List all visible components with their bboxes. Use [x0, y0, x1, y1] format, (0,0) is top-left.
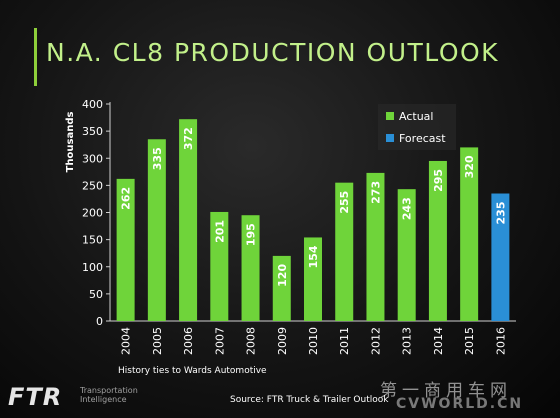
bar-2016 — [491, 193, 510, 321]
bar-2015 — [460, 147, 479, 321]
bar-value-label: 243 — [401, 197, 414, 220]
bar-2013 — [397, 189, 416, 321]
y-tick-label: 350 — [82, 125, 103, 138]
bar-2012 — [366, 172, 385, 321]
watermark-sub: CVWORLD.CN — [396, 396, 524, 412]
x-tick-label: 2004 — [120, 327, 133, 355]
bar-value-label: 201 — [213, 220, 226, 243]
bar-2006 — [179, 119, 198, 321]
x-tick-label: 2008 — [245, 327, 258, 355]
x-tick-label: 2014 — [432, 327, 445, 355]
bar-value-label: 154 — [307, 245, 320, 268]
bar-value-label: 372 — [182, 127, 195, 150]
watermark: 第一商用车网 — [380, 381, 512, 401]
bar-2014 — [428, 160, 447, 321]
bar-2011 — [335, 182, 354, 321]
x-tick-label: 2011 — [338, 327, 351, 355]
bar-value-label: 273 — [369, 181, 382, 204]
x-tick-label: 2012 — [369, 327, 382, 355]
bar-value-label: 295 — [432, 169, 445, 192]
x-tick-label: 2006 — [182, 327, 195, 355]
y-tick-label: 150 — [82, 234, 103, 247]
x-tick-label: 2007 — [213, 327, 226, 355]
bar-2008 — [241, 215, 260, 321]
y-tick-label: 100 — [82, 261, 103, 274]
x-tick-label: 2015 — [463, 327, 476, 355]
bar-value-label: 335 — [151, 147, 164, 170]
x-tick-label: 2005 — [151, 327, 164, 355]
x-tick-label: 2013 — [401, 327, 414, 355]
x-tick-label: 2016 — [494, 327, 507, 355]
y-tick-label: 300 — [82, 152, 103, 165]
footnote: History ties to Wards Automotive — [118, 366, 267, 376]
bar-2005 — [147, 139, 166, 321]
bar-2004 — [116, 178, 135, 321]
y-tick-label: 50 — [89, 288, 103, 301]
legend-swatch-actual — [386, 112, 394, 120]
bar-2010 — [304, 237, 322, 321]
legend-swatch-forecast — [386, 134, 394, 142]
bar-2007 — [210, 211, 229, 321]
y-axis-title: Thousands — [65, 112, 76, 173]
bar-value-label: 262 — [120, 187, 133, 210]
x-tick-label: 2009 — [276, 327, 289, 355]
y-tick-label: 400 — [82, 98, 103, 111]
bar-value-label: 235 — [494, 202, 507, 225]
bar-value-label: 255 — [338, 191, 351, 214]
bar-value-label: 195 — [245, 223, 258, 246]
y-tick-label: 200 — [82, 207, 103, 220]
ftr-logo-subtitle: Transportation Intelligence — [80, 386, 138, 404]
bar-value-label: 320 — [463, 155, 476, 178]
y-tick-label: 0 — [96, 315, 103, 328]
bar-2009 — [272, 255, 291, 321]
source-note: Source: FTR Truck & Trailer Outlook — [230, 395, 389, 405]
chart-title: N.A. CL8 PRODUCTION OUTLOOK — [46, 38, 500, 67]
legend-label-actual: Actual — [399, 110, 433, 123]
legend-box — [378, 104, 456, 150]
ftr-logo: FTR — [8, 383, 63, 411]
legend-label-forecast: Forecast — [399, 132, 446, 145]
bar-value-label: 120 — [276, 264, 289, 287]
x-tick-label: 2010 — [307, 327, 320, 355]
title-accent-bar — [34, 28, 37, 86]
y-tick-label: 250 — [82, 179, 103, 192]
